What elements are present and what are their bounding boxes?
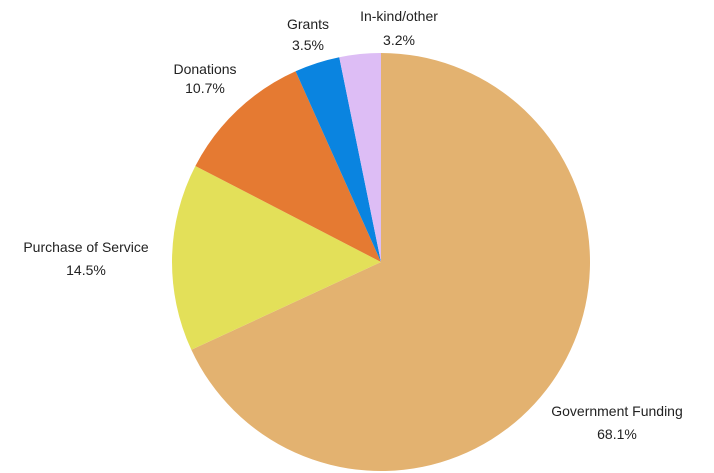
slice-percent-label: 14.5%	[66, 262, 106, 278]
slice-name-label: Purchase of Service	[23, 239, 148, 255]
slice-percent-label: 10.7%	[185, 80, 225, 96]
pie-slice-purchase-of-service	[172, 165, 381, 350]
pie-slice-donations	[195, 71, 381, 262]
pie-slice-grants	[295, 57, 381, 263]
slice-name-label: Donations	[173, 61, 236, 77]
pie-slice-in-kind-other	[339, 53, 381, 262]
slice-percent-label: 3.5%	[292, 37, 324, 53]
slice-name-label: Grants	[287, 16, 329, 32]
slice-name-label: In-kind/other	[360, 8, 438, 24]
pie-slices	[172, 53, 591, 471]
slice-percent-label: 3.2%	[383, 32, 415, 48]
pie-labels: Government Funding 68.1% Purchase of Servi…	[23, 8, 682, 442]
slice-percent-label: 68.1%	[597, 426, 637, 442]
slice-name-label: Government Funding	[551, 403, 683, 419]
pie-slice-government-funding	[191, 53, 591, 471]
